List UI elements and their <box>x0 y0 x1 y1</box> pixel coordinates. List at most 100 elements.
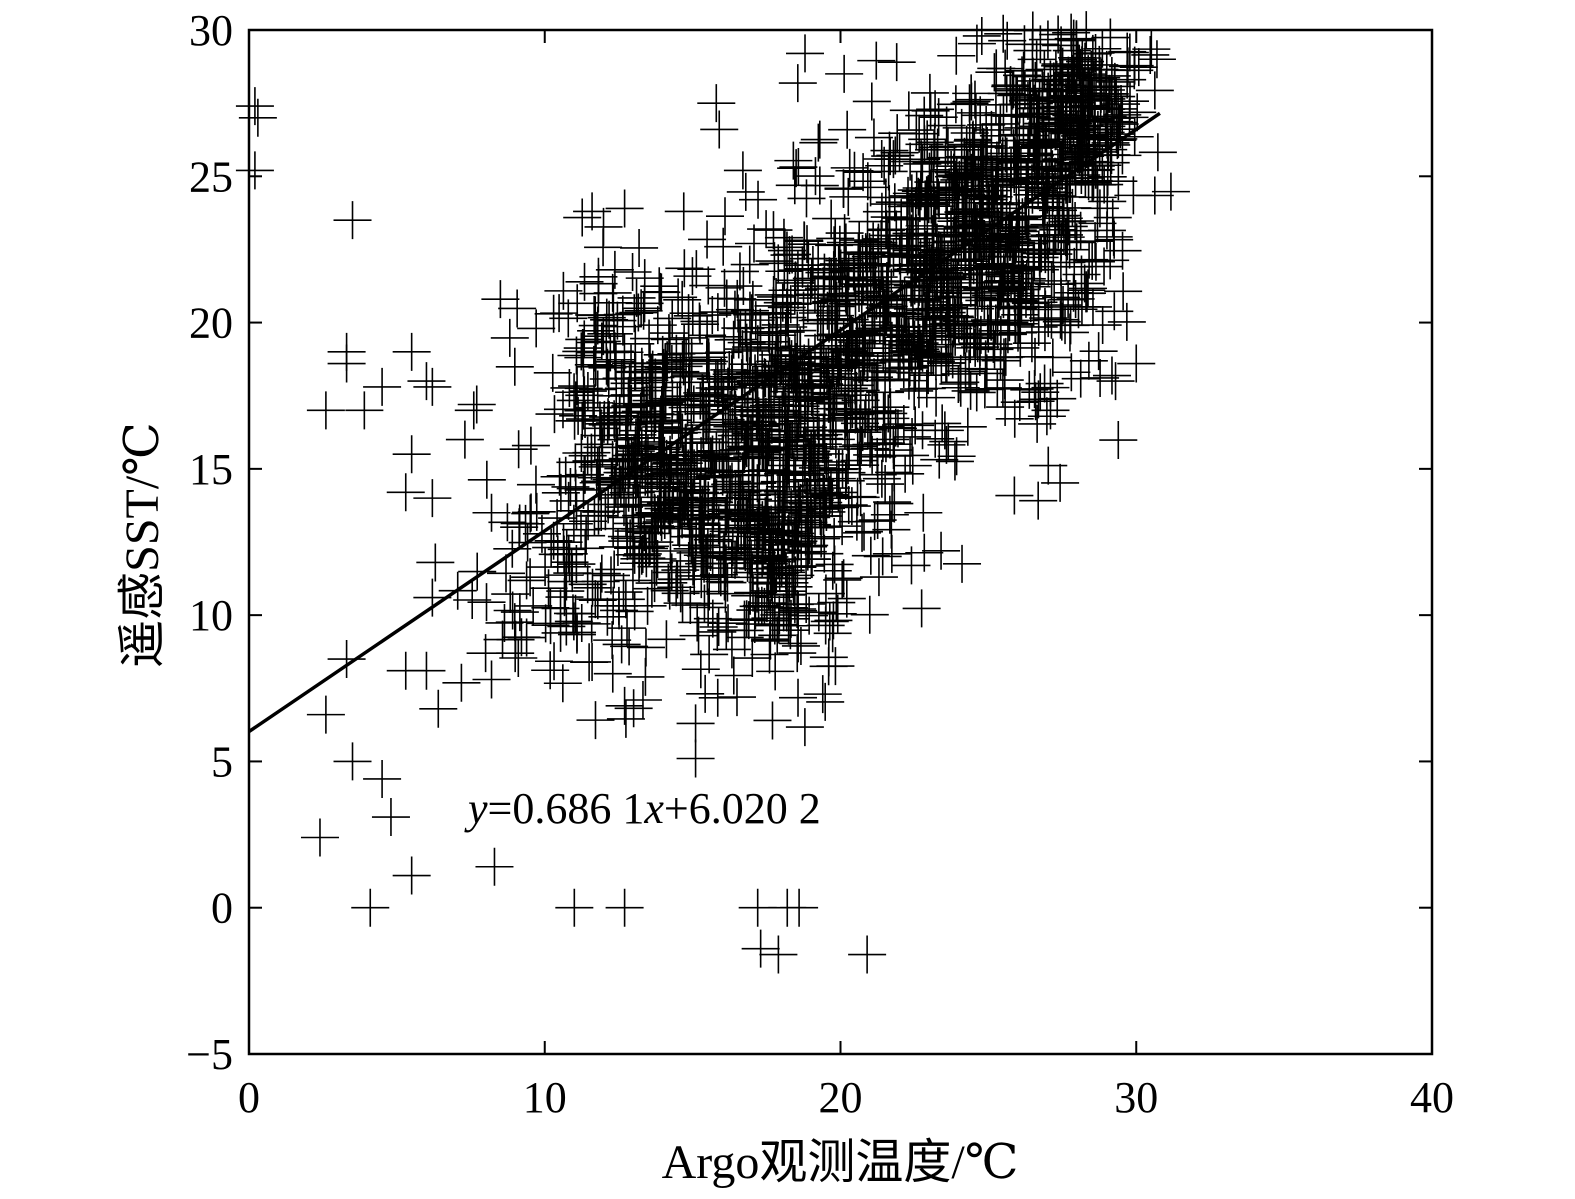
data-point <box>913 215 952 254</box>
data-point <box>1110 33 1149 72</box>
data-point <box>644 412 683 451</box>
data-point <box>659 278 698 317</box>
data-point <box>900 262 939 301</box>
data-point <box>1138 133 1177 172</box>
data-point <box>748 563 787 602</box>
data-point <box>705 562 744 601</box>
data-point <box>965 370 1004 409</box>
data-point <box>857 41 896 80</box>
data-point <box>839 244 878 283</box>
data-point <box>516 465 555 504</box>
data-point <box>944 193 983 232</box>
data-point <box>910 312 949 351</box>
data-point <box>533 353 572 392</box>
data-point <box>649 455 688 494</box>
data-point <box>562 332 601 371</box>
data-point <box>623 680 662 719</box>
data-point <box>676 739 715 778</box>
data-point <box>683 536 722 575</box>
data-point <box>615 535 654 574</box>
data-point <box>922 257 961 296</box>
data-point <box>709 512 748 551</box>
data-point <box>554 602 593 641</box>
data-point <box>635 564 674 603</box>
data-point <box>1010 370 1049 409</box>
data-point <box>569 502 608 541</box>
data-point <box>943 544 982 583</box>
data-point <box>663 500 702 539</box>
data-point <box>712 462 751 501</box>
data-point <box>893 417 932 456</box>
data-point <box>511 426 550 465</box>
data-point <box>648 341 687 380</box>
data-point <box>1070 127 1109 166</box>
data-point <box>866 465 905 504</box>
data-point <box>699 555 738 594</box>
data-point <box>904 493 943 532</box>
data-point <box>939 213 978 252</box>
data-point <box>714 656 753 695</box>
data-point <box>704 227 743 266</box>
data-point <box>865 146 904 185</box>
data-point <box>841 478 880 517</box>
data-point <box>1038 191 1077 230</box>
data-point <box>998 115 1037 154</box>
data-point <box>635 493 674 532</box>
data-point <box>588 597 627 636</box>
data-point <box>445 420 484 459</box>
data-point <box>1108 60 1147 99</box>
data-point <box>1022 234 1061 273</box>
data-point <box>817 281 856 320</box>
data-point <box>622 289 661 328</box>
data-point <box>1117 344 1156 383</box>
data-point <box>891 436 930 475</box>
data-point <box>333 742 372 781</box>
data-point <box>908 120 947 159</box>
data-point <box>605 189 644 228</box>
data-point <box>1078 110 1117 149</box>
data-point <box>920 440 959 479</box>
data-point <box>1051 306 1090 345</box>
data-point <box>661 551 700 590</box>
data-point <box>803 675 842 714</box>
data-point <box>1038 103 1077 142</box>
data-point <box>604 573 643 612</box>
data-point <box>1019 481 1058 520</box>
data-point <box>859 225 898 264</box>
data-point <box>776 263 815 302</box>
data-point <box>720 252 759 291</box>
data-point <box>619 486 658 525</box>
data-point <box>736 301 775 340</box>
data-point <box>951 371 990 410</box>
data-point <box>1118 93 1157 132</box>
data-point <box>853 361 892 400</box>
data-point <box>838 323 877 362</box>
data-point <box>699 608 738 647</box>
data-point <box>576 580 615 619</box>
data-point <box>1003 56 1042 95</box>
data-point <box>995 399 1034 438</box>
data-point <box>534 521 573 560</box>
data-point <box>392 332 431 371</box>
data-point <box>994 229 1033 268</box>
data-point <box>915 123 954 162</box>
data-point <box>578 581 617 620</box>
data-point <box>825 214 864 253</box>
data-point <box>1083 306 1122 345</box>
data-point <box>686 674 725 713</box>
data-point <box>576 701 615 740</box>
data-point <box>770 452 809 491</box>
data-point <box>512 493 551 532</box>
data-point <box>828 259 867 298</box>
data-point <box>672 356 711 395</box>
data-point <box>688 556 727 595</box>
regression-line <box>248 111 1161 734</box>
data-point <box>805 434 844 473</box>
data-point <box>640 267 679 306</box>
data-point <box>610 627 649 666</box>
data-point <box>730 245 769 284</box>
data-point <box>1151 172 1190 211</box>
data-point <box>742 586 781 625</box>
data-point <box>1025 364 1064 403</box>
data-point <box>1064 68 1103 107</box>
